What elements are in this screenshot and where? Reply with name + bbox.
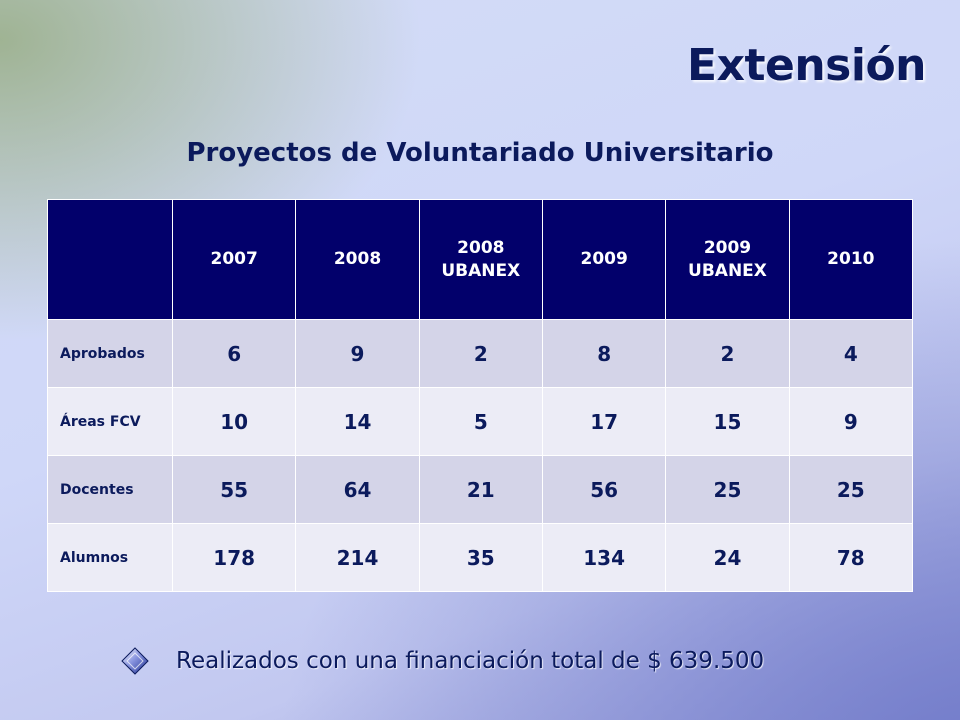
table-cell: 9: [295, 319, 420, 388]
diamond-bullet-icon: [121, 647, 149, 675]
table-row: Áreas FCV 10 14 5 17 15 9: [47, 387, 914, 456]
table-cell: 17: [541, 387, 667, 456]
table-cell: 6: [171, 319, 297, 388]
table-cell: 14: [295, 387, 420, 456]
projects-table: 2007 2008 2008 UBANEX 2009 2009 UBANEX 201…: [47, 199, 914, 592]
row-label: Docentes: [47, 455, 173, 524]
table-header-row: 2007 2008 2008 UBANEX 2009 2009 UBANEX 201…: [47, 199, 914, 320]
table-cell: 25: [788, 455, 914, 524]
row-label: Áreas FCV: [47, 387, 173, 456]
header-year: 2008: [333, 249, 382, 269]
financing-note-text: Realizados con una financiación total de…: [176, 648, 765, 674]
header-cell-2009-ubanex: 2009 UBANEX: [665, 199, 790, 320]
financing-note: Realizados con una financiación total de…: [120, 646, 764, 676]
table-row: Alumnos 178 214 35 134 24 78: [47, 523, 914, 592]
table-cell: 55: [171, 455, 297, 524]
header-year: 2007: [210, 249, 258, 269]
table-cell: 25: [665, 455, 790, 524]
table-cell: 8: [541, 319, 667, 388]
table-cell: 35: [418, 523, 543, 592]
header-year: 2009: [580, 249, 628, 269]
page-subtitle: Proyectos de Voluntariado Universitario: [186, 138, 774, 168]
page-title: Extensión: [687, 40, 926, 91]
row-label: Alumnos: [47, 523, 173, 592]
header-cell-2008: 2008: [295, 199, 420, 320]
header-suffix: UBANEX: [688, 260, 767, 281]
row-label: Aprobados: [47, 319, 173, 388]
table-cell: 24: [665, 523, 790, 592]
header-cell-2008-ubanex: 2008 UBANEX: [418, 199, 543, 320]
table-cell: 2: [418, 319, 543, 388]
table-cell: 64: [295, 455, 420, 524]
table-cell: 15: [665, 387, 790, 456]
table-cell: 10: [171, 387, 297, 456]
table-cell: 9: [788, 387, 914, 456]
table-row: Docentes 55 64 21 56 25 25: [47, 455, 914, 524]
header-year: 2008: [457, 237, 505, 258]
header-suffix: UBANEX: [441, 260, 521, 281]
table-cell: 178: [171, 523, 297, 592]
table-cell: 2: [665, 319, 790, 388]
table-cell: 4: [788, 319, 914, 388]
header-cell-2009: 2009: [541, 199, 667, 320]
table-cell: 134: [541, 523, 667, 592]
header-year: 2009: [703, 237, 752, 258]
header-cell-2007: 2007: [171, 199, 297, 320]
table-cell: 78: [788, 523, 914, 592]
table-cell: 56: [541, 455, 667, 524]
table-cell: 214: [295, 523, 420, 592]
header-corner-cell: [47, 199, 173, 320]
table-cell: 5: [418, 387, 543, 456]
table-row: Aprobados 6 9 2 8 2 4: [47, 319, 914, 388]
header-year: 2010: [827, 249, 875, 269]
header-cell-2010: 2010: [788, 199, 914, 320]
table-cell: 21: [418, 455, 543, 524]
